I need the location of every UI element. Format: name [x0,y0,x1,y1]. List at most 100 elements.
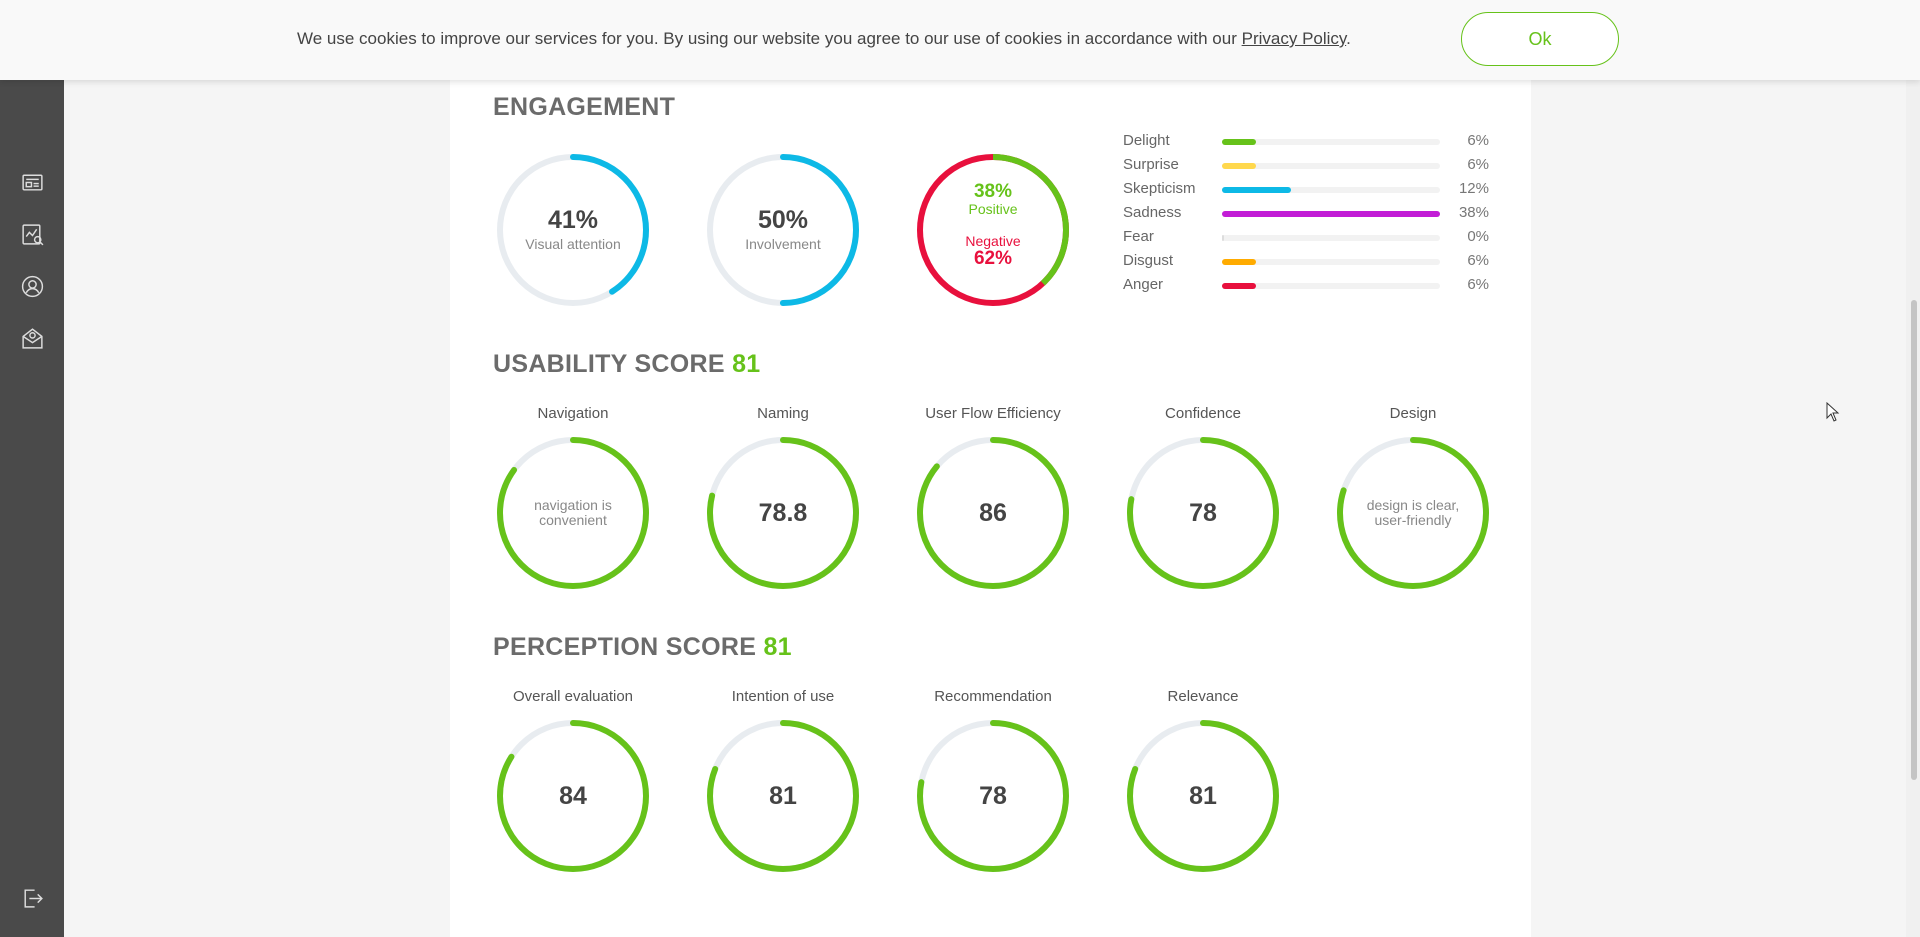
cookie-banner: We use cookies to improve our services f… [0,0,1920,80]
sidebar [0,0,64,937]
visual-attention-label: Visual attention [525,236,621,252]
sentiment-donut [917,154,1069,306]
usability-ring-user-flow: 86 [915,435,1071,591]
usability-item-title: User Flow Efficiency [925,405,1061,422]
emotion-label: Fear [1123,228,1154,245]
scrollbar-track[interactable] [1906,0,1920,937]
perception-donut [497,720,649,872]
involvement-donut [707,154,859,306]
visual-attention-value: 41% [547,206,599,234]
scrollbar-thumb[interactable] [1911,300,1917,780]
engagement-title: ENGAGEMENT [493,93,676,121]
emotion-bar-fill [1222,283,1257,289]
usability-ring-naming: 78.8 [705,435,861,591]
usability-ring-design: design is clear, user-friendly [1335,435,1491,591]
emotion-bar-fill [1222,139,1257,145]
emotion-pct: 6% [1467,252,1489,269]
usability-item-title: Confidence [1165,405,1241,422]
sentiment-positive-label: Positive [968,201,1018,217]
usability-donut [917,437,1069,589]
emotion-bar-track [1222,187,1440,193]
emotion-bar-fill [1222,187,1291,193]
emotion-bar-track [1222,211,1440,217]
emotion-row-surprise: Surprise 6% [1123,156,1493,176]
perception-score: 81 [763,633,792,661]
logout-icon[interactable] [20,886,45,911]
perception-item-title: Recommendation [934,688,1052,705]
emotion-bar-track [1222,259,1440,265]
user-flow-score-value: 86 [979,498,1007,527]
usability-score: 81 [732,350,761,378]
perception-ring-overall: 84 [495,718,651,874]
analytics-icon[interactable] [20,222,45,247]
intention-score-value: 81 [769,781,797,810]
emotion-pct: 38% [1458,204,1489,221]
mouse-cursor-icon [1826,402,1840,422]
sentiment-positive-value: 38% [973,181,1013,202]
relevance-score-value: 81 [1189,781,1217,810]
usability-ring-confidence: 78 [1125,435,1281,591]
emotion-bar-fill [1222,211,1440,217]
emotion-row-disgust: Disgust 6% [1123,252,1493,272]
emotion-row-skepticism: Skepticism 12% [1123,180,1493,200]
visual-attention-donut [497,154,649,306]
visual-attention-ring: 41% Visual attention [495,152,651,308]
emotion-bar-fill [1222,235,1224,241]
usability-item-title: Design [1389,405,1437,422]
involvement-ring: 50% Involvement [705,152,861,308]
privacy-policy-link[interactable]: Privacy Policy [1241,29,1347,48]
emotion-bar-track [1222,139,1440,145]
usability-donut [1127,437,1279,589]
emotion-bar-track [1222,283,1440,289]
usability-item-title: Naming [757,405,809,422]
emotion-pct: 6% [1467,156,1489,173]
confidence-score-value: 78 [1189,498,1217,527]
emotion-label: Disgust [1123,252,1174,269]
perception-ring-intention: 81 [705,718,861,874]
perception-donut [917,720,1069,872]
perception-item-title: Intention of use [731,688,835,705]
emotion-row-sadness: Sadness 38% [1123,204,1493,224]
perception-item-title: Relevance [1167,688,1239,705]
perception-donut [707,720,859,872]
usability-title: USABILITY SCORE 81 [493,350,761,378]
usability-ring-navigation: navigation is convenient [495,435,651,591]
usability-donut [497,437,649,589]
emotion-pct: 0% [1467,228,1489,245]
perception-donut [1127,720,1279,872]
emotion-pct: 6% [1467,276,1489,293]
emotion-label: Skepticism [1123,180,1196,197]
emotion-label: Sadness [1123,204,1182,221]
perception-ring-recommendation: 78 [915,718,1071,874]
emotion-row-delight: Delight 6% [1123,132,1493,152]
mail-settings-icon[interactable] [20,326,45,351]
involvement-value: 50% [757,206,809,234]
emotion-label: Surprise [1123,156,1179,173]
naming-score-value: 78.8 [758,498,808,527]
usability-donut [1337,437,1489,589]
results-card [450,80,1531,937]
involvement-label: Involvement [745,236,821,252]
emotion-label: Anger [1123,276,1164,293]
recommendation-score-value: 78 [979,781,1007,810]
perception-item-title: Overall evaluation [512,688,634,705]
cookie-ok-button[interactable]: Ok [1461,12,1619,66]
emotion-label: Delight [1123,132,1170,149]
emotion-row-anger: Anger 6% [1123,276,1493,296]
sentiment-ring: 38% Positive Negative 62% [915,152,1071,308]
reports-icon[interactable] [20,170,45,195]
usability-donut [707,437,859,589]
profile-icon[interactable] [20,274,45,299]
sentiment-negative-label: Negative [965,233,1021,249]
overall-score-value: 84 [559,781,587,810]
emotion-bar-fill [1222,259,1257,265]
emotion-pct: 12% [1458,180,1489,197]
emotion-row-fear: Fear 0% [1123,228,1493,248]
emotion-bar-fill [1222,163,1257,169]
perception-title: PERCEPTION SCORE 81 [493,633,792,661]
emotion-bar-track [1222,235,1440,241]
usability-item-title: Navigation [537,405,609,422]
emotion-bar-track [1222,163,1440,169]
emotion-pct: 6% [1467,132,1489,149]
cookie-message: We use cookies to improve our services f… [297,29,1351,48]
